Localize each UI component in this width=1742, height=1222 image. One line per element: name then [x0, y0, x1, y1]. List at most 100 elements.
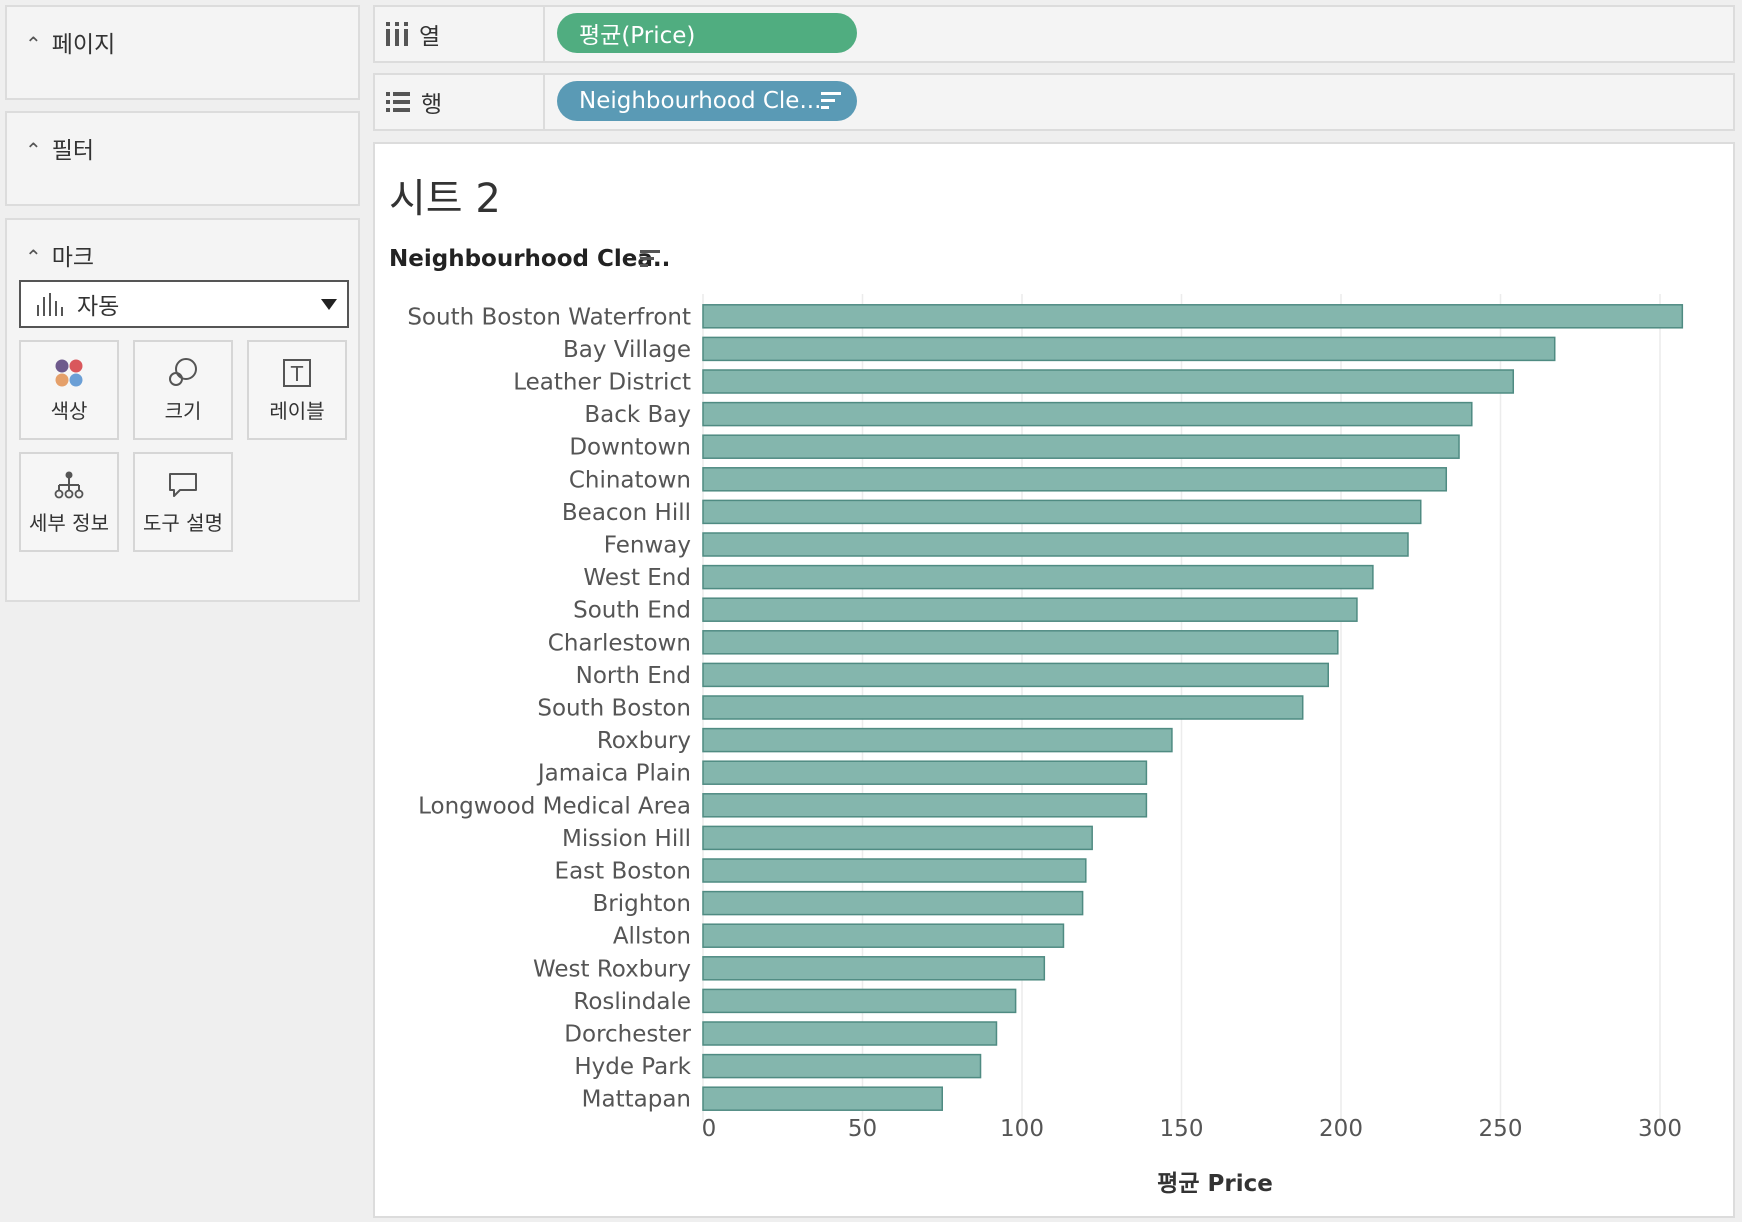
category-label: West End	[583, 565, 691, 591]
size-circles-icon	[169, 357, 197, 386]
category-label: South End	[573, 598, 691, 624]
bar[interactable]	[702, 793, 1148, 818]
rows-icon	[386, 92, 410, 112]
mark-type-select[interactable]: 자동	[19, 280, 349, 328]
bar[interactable]	[702, 1021, 998, 1046]
category-label: Beacon Hill	[562, 500, 691, 526]
x-tick-label: 300	[1638, 1116, 1682, 1142]
bar[interactable]	[702, 597, 1358, 622]
category-label: Jamaica Plain	[536, 761, 691, 787]
pages-panel: ⌃ 페이지	[5, 5, 360, 100]
category-label: Brighton	[593, 891, 691, 917]
sort-descending-icon[interactable]	[640, 250, 660, 267]
category-label: Hyde Park	[574, 1054, 691, 1080]
detail-button-label: 세부 정보	[29, 510, 109, 535]
category-label: Chinatown	[569, 467, 691, 493]
x-tick-label: 100	[1000, 1116, 1044, 1142]
color-button[interactable]: 색상	[19, 340, 119, 440]
marks-panel-label: 마크	[51, 245, 95, 271]
bar[interactable]	[702, 1053, 982, 1079]
caret-up-icon: ⌃	[25, 245, 42, 269]
bar[interactable]	[702, 467, 1448, 492]
x-tick-label: 250	[1479, 1116, 1523, 1142]
category-label: West Roxbury	[533, 956, 691, 982]
category-label: Back Bay	[584, 402, 691, 428]
dropdown-arrow-icon	[321, 299, 337, 310]
category-label: Dorchester	[564, 1022, 691, 1048]
bar[interactable]	[702, 401, 1473, 427]
neighbourhood-pill[interactable]: Neighbourhood Cle...	[557, 81, 857, 121]
label-button-label: 레이블	[269, 398, 325, 423]
category-label: Fenway	[604, 533, 691, 559]
color-dots-icon	[55, 359, 83, 386]
category-label: Downtown	[569, 435, 691, 461]
bar[interactable]	[702, 727, 1173, 753]
marks-panel-header[interactable]: ⌃ 마크	[25, 238, 94, 272]
columns-shelf-label: 열	[419, 24, 441, 50]
bar[interactable]	[702, 434, 1460, 459]
x-tick-label: 50	[848, 1116, 877, 1142]
pages-panel-label: 페이지	[51, 32, 116, 58]
bar[interactable]	[702, 532, 1409, 557]
bar[interactable]	[702, 858, 1087, 883]
avg-price-pill-label: 평균(Price)	[579, 23, 696, 49]
bar[interactable]	[702, 1086, 943, 1111]
caret-up-icon: ⌃	[25, 138, 42, 162]
bar[interactable]	[702, 499, 1422, 525]
category-label: Leather District	[513, 370, 691, 396]
caret-up-icon: ⌃	[25, 32, 42, 56]
columns-shelf: 열 평균(Price)	[373, 5, 1735, 63]
size-button-label: 크기	[164, 398, 202, 423]
bar[interactable]	[702, 564, 1374, 590]
bar[interactable]	[702, 923, 1065, 948]
x-axis-label: 평균 Price	[1157, 1171, 1273, 1197]
size-button[interactable]: 크기	[133, 340, 233, 440]
x-tick-label: 150	[1160, 1116, 1204, 1142]
bar[interactable]	[702, 662, 1329, 688]
category-label: South Boston	[537, 696, 691, 722]
category-label: Allston	[613, 924, 691, 950]
bar[interactable]	[702, 988, 1017, 1014]
category-label: Mission Hill	[562, 826, 691, 852]
filters-panel: ⌃ 필터	[5, 111, 360, 206]
filters-panel-header[interactable]: ⌃ 필터	[25, 131, 94, 165]
svg-text:T: T	[290, 362, 304, 386]
shelf-divider	[543, 75, 545, 129]
color-button-label: 색상	[50, 398, 88, 423]
bar[interactable]	[702, 760, 1148, 785]
chart-view: 시트 2 Neighbourhood Clea.. South Boston Wa…	[373, 142, 1735, 1218]
columns-icon	[386, 22, 408, 46]
bar[interactable]	[702, 695, 1304, 720]
rows-shelf-label-group: 행	[385, 75, 535, 129]
category-label: East Boston	[555, 859, 691, 885]
category-label: Charlestown	[548, 630, 691, 656]
label-button[interactable]: T 레이블	[247, 340, 347, 440]
bar[interactable]	[702, 890, 1084, 916]
neighbourhood-pill-label: Neighbourhood Cle...	[579, 88, 822, 114]
row-header: Neighbourhood Clea..	[389, 246, 670, 272]
sheet-title: 시트 2	[389, 176, 501, 222]
avg-price-pill[interactable]: 평균(Price)	[557, 13, 857, 53]
bar[interactable]	[702, 630, 1339, 655]
category-label: Roxbury	[597, 728, 691, 754]
bar[interactable]	[702, 304, 1684, 329]
mark-type-value: 자동	[77, 294, 120, 320]
bar[interactable]	[702, 369, 1515, 394]
tooltip-button[interactable]: 도구 설명	[133, 452, 233, 552]
rows-shelf: 행 Neighbourhood Cle...	[373, 73, 1735, 131]
bar[interactable]	[702, 956, 1046, 981]
category-label: North End	[576, 663, 691, 689]
bar-chart-icon	[37, 293, 63, 316]
bar[interactable]	[702, 336, 1556, 362]
text-label-icon: T	[283, 358, 311, 387]
detail-button[interactable]: 세부 정보	[19, 452, 119, 552]
columns-shelf-label-group: 열	[385, 7, 535, 61]
category-label: Bay Village	[563, 337, 691, 363]
rows-shelf-label: 행	[421, 92, 443, 118]
marks-panel: ⌃ 마크 자동 색상 크기 T 레이블	[5, 218, 360, 602]
sort-descending-icon	[821, 92, 841, 109]
category-label: Longwood Medical Area	[418, 793, 691, 819]
bar[interactable]	[702, 825, 1093, 851]
pages-panel-header[interactable]: ⌃ 페이지	[25, 25, 115, 59]
category-label: Mattapan	[582, 1087, 691, 1113]
